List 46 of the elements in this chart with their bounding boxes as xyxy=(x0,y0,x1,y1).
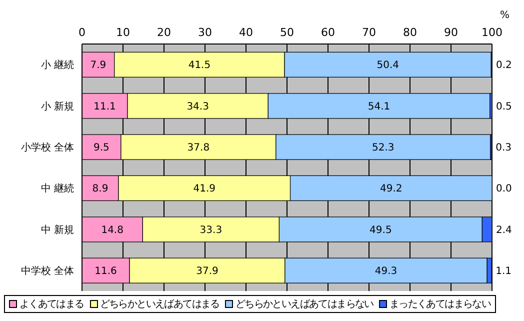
data-label: 37.9 xyxy=(196,266,218,278)
data-label: 41.9 xyxy=(193,184,216,195)
y-tick-label: 小 継続 xyxy=(40,59,74,72)
data-label: 2.4 xyxy=(496,224,512,236)
data-label: 41.5 xyxy=(188,60,211,72)
data-label: 34.3 xyxy=(186,101,209,112)
data-label: 50.4 xyxy=(376,60,399,72)
x-tick-label: 90 xyxy=(444,26,458,39)
data-label: 11.6 xyxy=(94,266,117,278)
legend-label: まったくあてはまらない xyxy=(389,298,491,311)
x-tick-label: 20 xyxy=(157,26,171,39)
data-label: 49.5 xyxy=(370,224,392,236)
x-tick-label: 80 xyxy=(403,26,417,39)
x-tick-label: 0 xyxy=(78,26,86,39)
y-tick-label: 中 新規 xyxy=(40,224,74,236)
legend-label: よくあてはまる xyxy=(19,298,84,311)
data-label: 49.3 xyxy=(374,266,398,278)
y-tick-label: 小学校 全体 xyxy=(20,141,74,154)
data-label: 11.1 xyxy=(94,101,116,112)
data-label: 49.2 xyxy=(380,184,402,195)
data-label: 0.0 xyxy=(496,184,512,195)
data-label: 37.8 xyxy=(187,142,210,154)
data-label: 14.8 xyxy=(101,224,124,236)
data-label: 9.5 xyxy=(94,142,110,154)
x-tick-label: 50 xyxy=(280,26,294,39)
data-label: 7.9 xyxy=(90,60,106,72)
x-tick-label: 100 xyxy=(482,26,502,39)
x-tick-label: 30 xyxy=(198,26,212,39)
x-tick-label: 60 xyxy=(321,26,335,39)
x-tick-label: 70 xyxy=(362,26,376,39)
data-label: 1.1 xyxy=(496,266,512,278)
data-label: 33.3 xyxy=(200,224,222,236)
data-label: 52.3 xyxy=(372,142,394,154)
data-label: 54.1 xyxy=(368,101,390,112)
x-axis-title: % xyxy=(500,10,510,21)
x-tick-label: 10 xyxy=(116,26,130,39)
y-tick-label: 小 新規 xyxy=(40,100,74,112)
y-tick-label: 中 継続 xyxy=(40,182,74,195)
legend-label: どちらかといえばあてはまらない xyxy=(235,298,374,311)
data-label: 8.9 xyxy=(92,184,108,195)
x-tick-label: 40 xyxy=(239,26,253,39)
data-label: 0.5 xyxy=(496,101,512,112)
y-tick-label: 中学校 全体 xyxy=(20,264,74,277)
legend-label: どちらかといえばあてはまる xyxy=(100,298,220,311)
data-label: 0.3 xyxy=(496,142,512,154)
data-label: 0.2 xyxy=(496,60,512,72)
